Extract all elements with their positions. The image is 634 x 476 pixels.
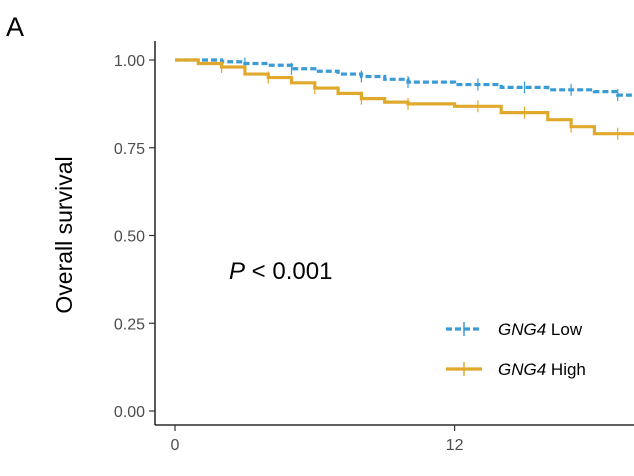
y-tick-label: 0.50 (114, 229, 145, 246)
p-value-text: < 0.001 (245, 258, 332, 285)
y-axis: 0.00 0.25 0.50 0.75 1.00 (114, 41, 156, 425)
legend-label: GNG4 Low (498, 320, 583, 339)
legend-gene-name: GNG4 (498, 360, 546, 379)
y-axis-title: Overall survival (51, 156, 77, 313)
y-tick-label: 1.00 (114, 53, 145, 70)
plot-area (175, 57, 634, 140)
p-symbol: P (229, 258, 245, 285)
y-tick-label: 0.75 (114, 141, 145, 158)
y-tick-label: 0.00 (114, 404, 145, 421)
legend-gene-name: GNG4 (498, 320, 546, 339)
x-tick-label: 12 (446, 437, 464, 454)
survival-curve-high (175, 58, 634, 136)
p-value-annotation: P < 0.001 (229, 258, 332, 285)
x-axis: 0122436486072 (155, 424, 634, 454)
legend-group-name: Low (546, 320, 583, 339)
legend-label: GNG4 High (498, 360, 586, 379)
legend-group-name: High (546, 360, 586, 379)
x-tick-label: 0 (171, 437, 180, 454)
panel-label: A (6, 12, 24, 42)
y-tick-label: 0.25 (114, 316, 145, 333)
survival-curve-low (175, 58, 634, 97)
